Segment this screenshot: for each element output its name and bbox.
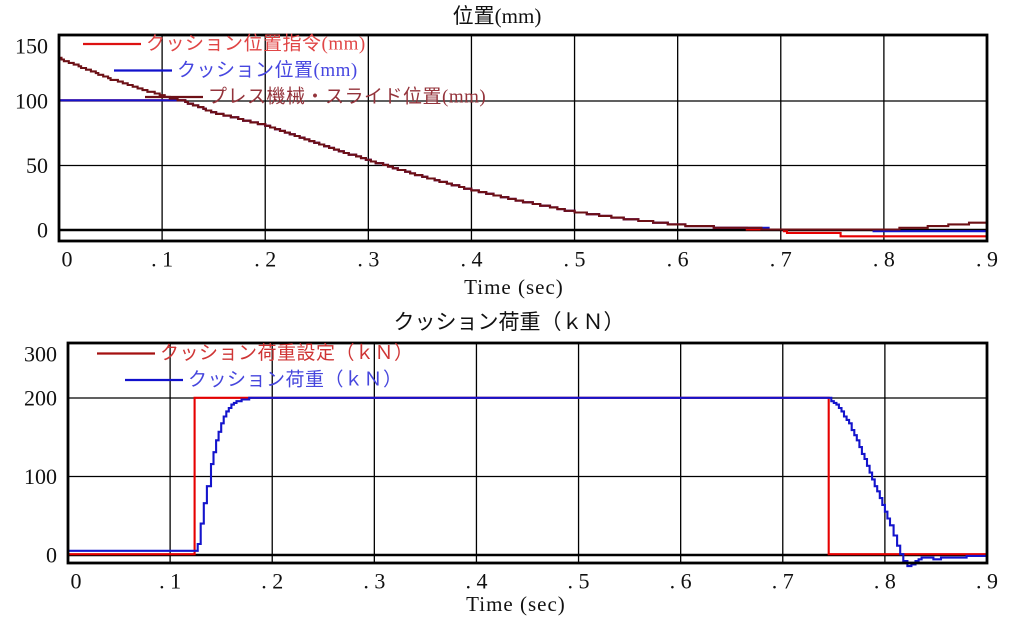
x-tick-label: . 7 bbox=[770, 247, 792, 272]
y-tick-label: 0 bbox=[37, 218, 48, 243]
x-tick-label: . 5 bbox=[568, 569, 590, 594]
legend-label: クッション位置(mm) bbox=[177, 59, 358, 81]
x-tick-label: . 4 bbox=[460, 247, 482, 272]
x-tick-label: . 3 bbox=[363, 569, 385, 594]
cushion-load-trace bbox=[68, 396, 987, 568]
legend-label: クッション位置指令(mm) bbox=[146, 33, 366, 55]
y-tick-label: 150 bbox=[15, 34, 48, 59]
x-tick-label: . 8 bbox=[873, 247, 895, 272]
x-tick-label: . 6 bbox=[670, 569, 692, 594]
y-tick-label: 300 bbox=[24, 342, 57, 367]
load-chart-plot-border bbox=[66, 341, 989, 565]
load-chart: クッション荷重（ｋＮ） 0 100 200 300 0 . 1 . 2 . 3 . 4 . 5 . 6… bbox=[24, 310, 998, 616]
legend-label: クッション荷重設定（ｋＮ） bbox=[160, 342, 414, 364]
x-tick-label: 0 bbox=[71, 569, 82, 594]
x-tick-label: . 4 bbox=[465, 569, 487, 594]
y-tick-label: 100 bbox=[24, 464, 57, 489]
x-tick-label: . 1 bbox=[151, 247, 173, 272]
legend-label: クッション荷重（ｋＮ） bbox=[188, 369, 403, 391]
position-chart: 位置(mm) 0 50 100 150 0 . 1 . 2 . 3 . 4 . 5 . 6 . 7 . 8… bbox=[15, 4, 998, 299]
x-tick-label: . 7 bbox=[772, 569, 794, 594]
position-chart-title: 位置(mm) bbox=[453, 4, 542, 28]
x-tick-label: . 1 bbox=[159, 569, 181, 594]
load-chart-title: クッション荷重（ｋＮ） bbox=[394, 310, 625, 334]
y-tick-label: 100 bbox=[15, 89, 48, 114]
x-tick-label: . 6 bbox=[667, 247, 689, 272]
load-chart-xlabel: Time (sec) bbox=[466, 592, 566, 616]
x-tick-label: . 5 bbox=[564, 247, 586, 272]
y-tick-label: 50 bbox=[26, 153, 48, 178]
position-chart-plot-border bbox=[57, 33, 989, 243]
slide-position-trace bbox=[59, 56, 989, 231]
x-tick-label: . 8 bbox=[874, 569, 896, 594]
x-tick-label: . 3 bbox=[357, 247, 379, 272]
y-tick-label: 200 bbox=[24, 386, 57, 411]
legend-label: プレス機械・スライド位置(mm) bbox=[208, 86, 486, 108]
x-tick-label: 0 bbox=[62, 247, 73, 272]
x-tick-label: . 2 bbox=[254, 247, 276, 272]
position-chart-xlabel: Time (sec) bbox=[464, 275, 564, 299]
x-tick-label: . 9 bbox=[976, 569, 998, 594]
x-tick-label: . 9 bbox=[976, 247, 998, 272]
x-tick-label: . 2 bbox=[261, 569, 283, 594]
cushion-position-command-trace bbox=[59, 99, 987, 238]
y-tick-label: 0 bbox=[46, 543, 57, 568]
